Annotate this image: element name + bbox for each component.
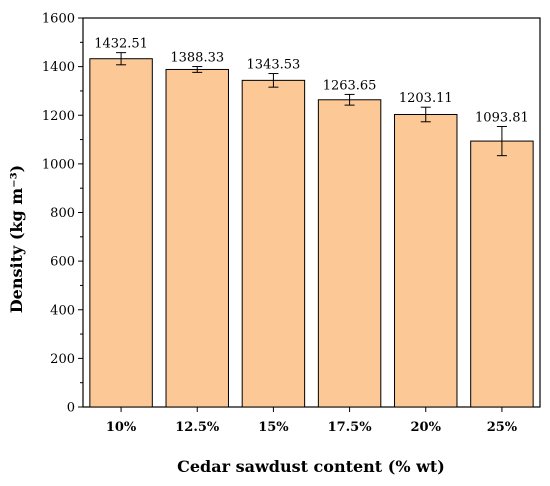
- bar: [165, 68, 229, 408]
- bar: [317, 99, 382, 408]
- x-tick-label: 25%: [487, 420, 518, 435]
- y-tick-label: 1600: [42, 12, 75, 27]
- data-label: 1263.65: [323, 78, 377, 93]
- y-tick-label: 0: [67, 401, 75, 416]
- x-axis-title: Cedar sawdust content (% wt): [177, 457, 445, 476]
- y-tick-label: 200: [50, 352, 75, 367]
- x-tick-label: 15%: [258, 420, 289, 435]
- x-tick-label: 12.5%: [175, 420, 220, 435]
- bar: [470, 140, 534, 408]
- y-tick-label: 600: [50, 255, 75, 270]
- y-tick-label: 400: [50, 303, 75, 318]
- bar: [241, 79, 306, 408]
- y-tick-label: 1400: [42, 60, 75, 75]
- bars: [89, 58, 534, 408]
- y-tick-label: 1200: [42, 109, 75, 124]
- error-bars: [116, 52, 507, 157]
- x-axis: 10% 12.5% 15% 17.5% 20% 25%: [106, 407, 518, 435]
- data-label: 1388.33: [170, 51, 224, 66]
- bar: [394, 113, 458, 408]
- data-label: 1093.81: [475, 110, 529, 125]
- x-tick-label: 10%: [106, 420, 137, 435]
- y-tick-label: 1000: [42, 157, 75, 172]
- data-label: 1343.53: [247, 58, 301, 73]
- y-axis: 0 200 400 600 800 1000 1200 1400 1600: [42, 12, 83, 416]
- y-tick-label: 800: [50, 206, 75, 221]
- data-label: 1432.51: [94, 37, 148, 52]
- x-tick-label: 20%: [411, 420, 442, 435]
- data-labels: 1432.51 1388.33 1343.53 1263.65 1203.11 1093.…: [94, 37, 529, 126]
- y-axis-title: Density (kg m⁻³): [7, 165, 26, 313]
- x-tick-label: 17.5%: [328, 420, 373, 435]
- data-label: 1203.11: [399, 91, 453, 106]
- bar: [89, 58, 153, 408]
